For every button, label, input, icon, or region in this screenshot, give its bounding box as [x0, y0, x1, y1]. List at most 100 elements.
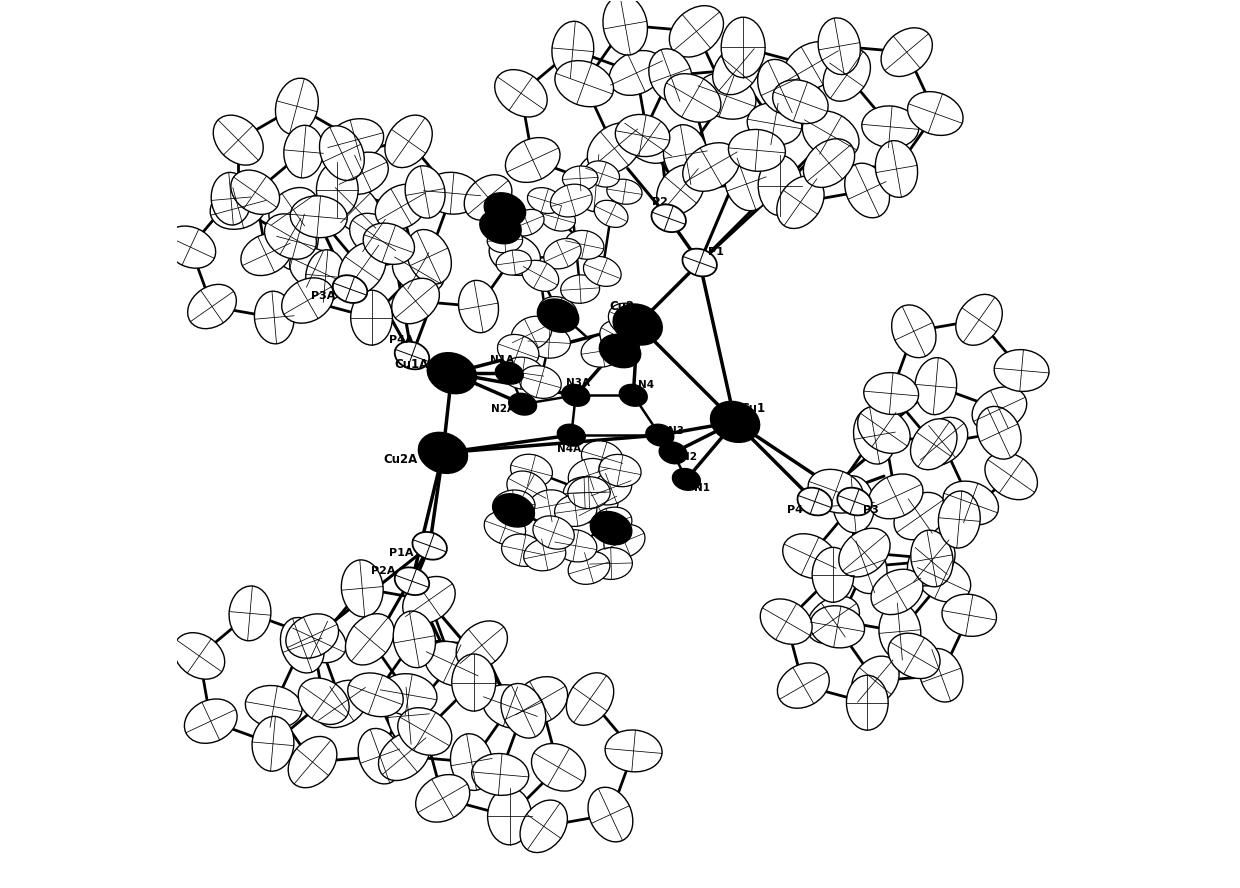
Ellipse shape: [864, 373, 919, 415]
Text: P3: P3: [863, 505, 878, 515]
Ellipse shape: [187, 284, 237, 329]
Ellipse shape: [894, 492, 946, 540]
Ellipse shape: [346, 614, 394, 665]
Ellipse shape: [254, 291, 294, 344]
Ellipse shape: [910, 530, 954, 587]
Ellipse shape: [213, 115, 263, 165]
Ellipse shape: [920, 648, 963, 702]
Ellipse shape: [568, 551, 610, 584]
Ellipse shape: [722, 17, 765, 77]
Ellipse shape: [489, 234, 541, 275]
Ellipse shape: [758, 59, 802, 114]
Ellipse shape: [288, 736, 337, 788]
Ellipse shape: [252, 717, 294, 771]
Ellipse shape: [316, 680, 368, 727]
Ellipse shape: [541, 205, 575, 231]
Text: N3A: N3A: [565, 378, 589, 388]
Ellipse shape: [211, 172, 250, 225]
Text: P1A: P1A: [389, 548, 414, 558]
Ellipse shape: [600, 321, 640, 355]
Ellipse shape: [506, 138, 560, 182]
Ellipse shape: [773, 80, 828, 123]
Ellipse shape: [339, 242, 386, 295]
Ellipse shape: [844, 163, 889, 218]
Ellipse shape: [784, 42, 841, 91]
Ellipse shape: [306, 250, 346, 303]
Ellipse shape: [810, 606, 864, 648]
Ellipse shape: [501, 684, 546, 738]
Ellipse shape: [482, 685, 538, 728]
Ellipse shape: [405, 166, 445, 218]
Ellipse shape: [942, 481, 998, 525]
Text: P3A: P3A: [311, 291, 336, 301]
Ellipse shape: [760, 599, 812, 645]
Ellipse shape: [246, 686, 303, 728]
Ellipse shape: [415, 774, 470, 822]
Ellipse shape: [892, 305, 936, 358]
Ellipse shape: [347, 673, 403, 717]
Ellipse shape: [838, 528, 890, 577]
Ellipse shape: [868, 474, 923, 519]
Ellipse shape: [683, 143, 739, 191]
Ellipse shape: [316, 163, 358, 218]
Ellipse shape: [544, 239, 582, 269]
Text: N3: N3: [668, 425, 683, 436]
Ellipse shape: [590, 472, 632, 505]
Ellipse shape: [609, 51, 663, 95]
Ellipse shape: [398, 708, 451, 756]
Ellipse shape: [513, 677, 568, 725]
Ellipse shape: [480, 210, 521, 244]
Ellipse shape: [565, 230, 604, 259]
Ellipse shape: [588, 123, 641, 174]
Ellipse shape: [812, 547, 854, 602]
Ellipse shape: [858, 406, 910, 454]
Ellipse shape: [501, 357, 544, 389]
Ellipse shape: [425, 641, 480, 686]
Ellipse shape: [341, 560, 383, 617]
Ellipse shape: [797, 488, 832, 515]
Ellipse shape: [554, 60, 614, 107]
Ellipse shape: [567, 673, 614, 725]
Ellipse shape: [672, 469, 701, 490]
Ellipse shape: [875, 140, 918, 197]
Ellipse shape: [456, 621, 507, 670]
Ellipse shape: [837, 488, 872, 515]
Ellipse shape: [337, 152, 388, 194]
Ellipse shape: [511, 455, 553, 487]
Ellipse shape: [614, 305, 662, 345]
Ellipse shape: [758, 155, 802, 216]
Ellipse shape: [527, 187, 562, 213]
Ellipse shape: [533, 516, 574, 549]
Ellipse shape: [520, 800, 568, 852]
Text: P4: P4: [787, 505, 804, 515]
Ellipse shape: [590, 548, 632, 580]
Ellipse shape: [471, 754, 528, 796]
Text: Cu2A: Cu2A: [383, 454, 418, 466]
Ellipse shape: [275, 78, 319, 134]
Ellipse shape: [537, 299, 579, 332]
Ellipse shape: [363, 223, 414, 265]
Ellipse shape: [554, 529, 596, 562]
Ellipse shape: [728, 130, 785, 171]
Ellipse shape: [994, 350, 1049, 392]
Ellipse shape: [777, 662, 830, 709]
Ellipse shape: [464, 175, 512, 220]
Ellipse shape: [286, 614, 339, 658]
Ellipse shape: [331, 183, 381, 233]
Ellipse shape: [280, 617, 324, 673]
Ellipse shape: [450, 733, 492, 790]
Ellipse shape: [568, 477, 610, 509]
Ellipse shape: [942, 594, 997, 637]
Ellipse shape: [956, 294, 1002, 345]
Ellipse shape: [393, 611, 435, 668]
Ellipse shape: [522, 260, 559, 291]
Ellipse shape: [590, 507, 632, 540]
Ellipse shape: [619, 385, 647, 406]
Ellipse shape: [670, 5, 723, 57]
Ellipse shape: [451, 654, 496, 711]
Ellipse shape: [229, 586, 270, 641]
Ellipse shape: [392, 278, 439, 324]
Ellipse shape: [332, 275, 367, 303]
Ellipse shape: [603, 0, 647, 55]
Ellipse shape: [852, 656, 899, 706]
